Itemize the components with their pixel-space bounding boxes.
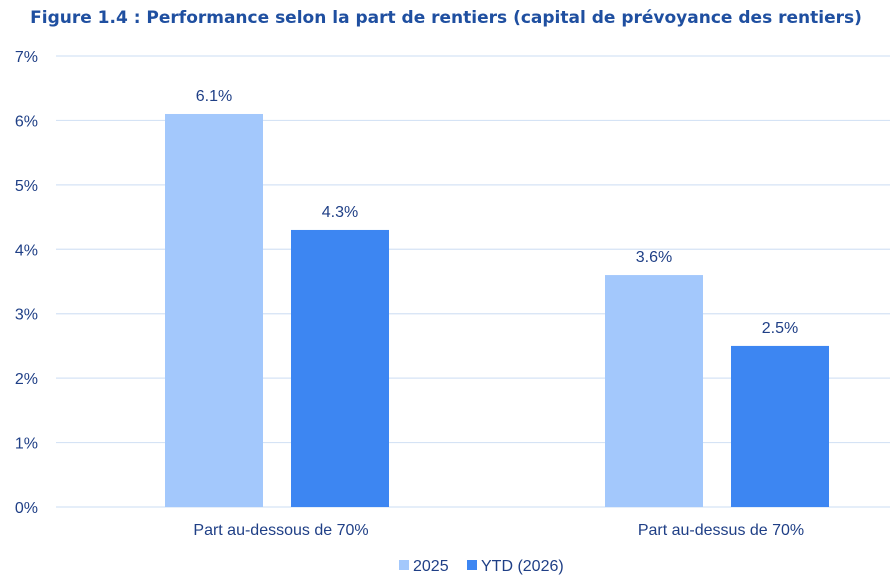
data-label: 4.3% — [322, 204, 358, 221]
bar-ytd-2026 — [291, 229, 389, 507]
bar-2025 — [605, 275, 703, 507]
x-category-label: Part au-dessous de 70% — [193, 522, 368, 539]
bar-2025 — [165, 113, 263, 507]
y-axis-ticks: 0% 1% 2% 3% 4% 5% 6% 7% — [15, 49, 38, 517]
legend-label: YTD (2026) — [481, 558, 564, 575]
y-tick-label: 2% — [15, 371, 38, 388]
data-label: 6.1% — [196, 88, 232, 105]
x-axis-categories: Part au-dessous de 70% Part au-dessus de … — [193, 522, 804, 539]
data-label: 3.6% — [636, 249, 672, 266]
y-tick-label: 3% — [15, 307, 38, 324]
y-tick-label: 1% — [15, 436, 38, 453]
data-labels: 6.1% 4.3% 3.6% 2.5% — [196, 88, 798, 337]
legend-label: 2025 — [413, 558, 449, 575]
legend: 2025 YTD (2026) — [399, 558, 564, 575]
bar-ytd-2026 — [731, 345, 829, 507]
y-tick-label: 5% — [15, 178, 38, 195]
data-label: 2.5% — [762, 320, 798, 337]
y-tick-label: 0% — [15, 500, 38, 517]
legend-swatch — [467, 560, 477, 570]
bars — [165, 113, 829, 507]
y-tick-label: 4% — [15, 242, 38, 259]
x-category-label: Part au-dessus de 70% — [638, 522, 804, 539]
y-tick-label: 6% — [15, 113, 38, 130]
legend-swatch — [399, 560, 409, 570]
chart-title: Figure 1.4 : Performance selon la part d… — [30, 8, 862, 28]
y-tick-label: 7% — [15, 49, 38, 66]
